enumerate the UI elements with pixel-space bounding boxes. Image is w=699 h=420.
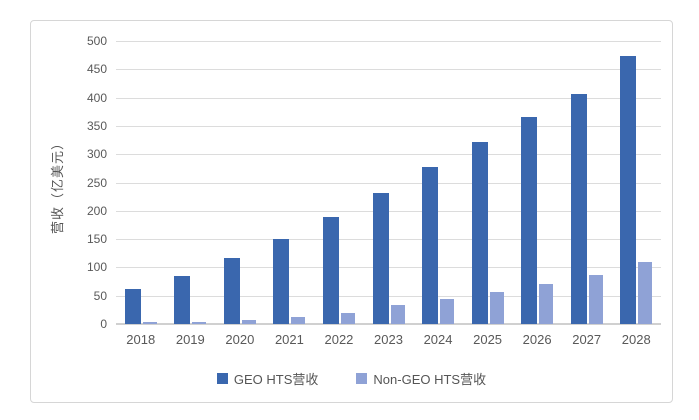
gridline-450: [116, 69, 661, 71]
bar-non-geo-2019: [192, 321, 207, 324]
gridline-400: [116, 97, 661, 99]
bar-group-2025: [471, 141, 504, 324]
bar-group-2028: [620, 55, 653, 324]
legend-swatch-geo: [216, 373, 228, 384]
y-tick-label-400: 400: [86, 90, 107, 105]
bar-non-geo-2028: [638, 262, 653, 324]
x-tick-label-2026: 2026: [522, 332, 552, 347]
y-tick-label-450: 450: [86, 62, 107, 77]
bar-geo-2020: [223, 258, 240, 324]
y-tick-label-500: 500: [86, 34, 107, 48]
bar-geo-2026: [521, 116, 538, 324]
bar-geo-2021: [273, 238, 290, 324]
bar-non-geo-2025: [489, 291, 504, 324]
bar-group-2024: [422, 166, 455, 324]
bar-group-2019: [174, 275, 207, 324]
bar-geo-2023: [372, 192, 389, 324]
bar-group-2022: [322, 217, 355, 324]
bar-non-geo-2021: [291, 317, 306, 324]
bar-group-2027: [570, 94, 603, 324]
legend-item-geo: GEO HTS营收: [216, 369, 319, 388]
bar-non-geo-2020: [241, 320, 256, 324]
bar-group-2018: [124, 288, 157, 324]
gridline-150: [116, 239, 661, 241]
y-tick-label-300: 300: [86, 147, 107, 162]
x-tick-label-2018: 2018: [126, 332, 156, 347]
legend-label-non-geo: Non-GEO HTS营收: [373, 372, 487, 387]
bar-geo-2024: [422, 166, 439, 324]
bar-geo-2018: [124, 288, 141, 324]
gridline-500: [116, 41, 661, 42]
x-tick-label-2020: 2020: [225, 332, 255, 347]
x-tick-label-2028: 2028: [621, 332, 651, 347]
gridline-100: [116, 267, 661, 269]
x-tick-label-2023: 2023: [374, 332, 403, 347]
x-tick-label-2021: 2021: [274, 332, 304, 347]
x-tick-label-2022: 2022: [324, 332, 354, 347]
bar-group-2026: [521, 116, 554, 324]
gridline-250: [116, 182, 661, 184]
y-tick-label-0: 0: [100, 317, 107, 331]
gridline-350: [116, 125, 661, 127]
y-tick-label-100: 100: [86, 260, 107, 275]
legend-label-geo: GEO HTS营收: [233, 372, 319, 387]
gridline-50: [116, 295, 661, 297]
bar-group-2021: [273, 238, 306, 324]
gridline-300: [116, 154, 661, 156]
bar-non-geo-2024: [440, 299, 455, 324]
bar-non-geo-2026: [539, 284, 554, 324]
y-tick-label-50: 50: [93, 288, 107, 303]
bar-geo-2028: [620, 55, 637, 324]
legend-swatch-non-geo: [356, 373, 368, 384]
bar-group-2023: [372, 192, 405, 324]
y-tick-label-200: 200: [86, 203, 107, 218]
x-tick-label-2025: 2025: [473, 332, 503, 347]
y-tick-label-350: 350: [86, 118, 107, 133]
x-tick-label-2024: 2024: [423, 332, 453, 347]
bar-non-geo-2018: [142, 322, 157, 324]
gridline-200: [116, 210, 661, 212]
bar-non-geo-2027: [588, 275, 603, 324]
chart-card: 营收（亿美元） 0 50 100 150 200 250 300 350 400 450 500 2…: [30, 20, 673, 403]
x-axis-line: [116, 323, 661, 325]
bar-geo-2019: [174, 275, 191, 324]
legend-item-non-geo: Non-GEO HTS营收: [356, 369, 486, 388]
bar-non-geo-2022: [340, 313, 355, 324]
y-axis-title: 营收（亿美元）: [50, 136, 65, 235]
bar-geo-2025: [471, 141, 488, 324]
bar-geo-2022: [322, 217, 339, 324]
bar-group-2020: [223, 258, 256, 324]
bar-geo-2027: [570, 94, 587, 324]
x-tick-label-2027: 2027: [572, 332, 602, 347]
y-tick-label-150: 150: [86, 232, 107, 247]
x-tick-label-2019: 2019: [175, 332, 205, 347]
y-tick-label-250: 250: [86, 175, 107, 190]
x-axis-labels: 2018 2019 2020 2021 2022 2023 2024 2025 2026 2027…: [116, 332, 661, 352]
plot-area: 0 50 100 150 200 250 300 350 400 450 500: [87, 34, 661, 331]
bar-non-geo-2023: [390, 305, 405, 324]
legend: GEO HTS营收 Non-GEO HTS营收: [31, 369, 672, 388]
